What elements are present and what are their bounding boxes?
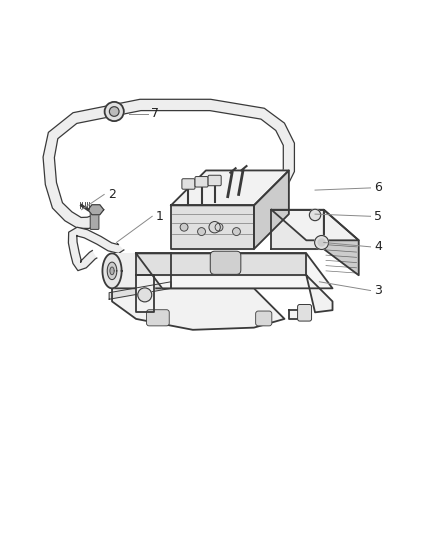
Polygon shape xyxy=(109,282,171,299)
Polygon shape xyxy=(88,205,104,215)
Polygon shape xyxy=(107,262,117,280)
Circle shape xyxy=(105,102,124,121)
FancyBboxPatch shape xyxy=(256,311,272,326)
Text: 4: 4 xyxy=(374,240,382,253)
FancyBboxPatch shape xyxy=(297,304,311,321)
Polygon shape xyxy=(254,171,289,249)
Polygon shape xyxy=(324,210,359,275)
Circle shape xyxy=(110,107,119,116)
FancyBboxPatch shape xyxy=(147,310,169,326)
Polygon shape xyxy=(136,253,306,275)
Text: 5: 5 xyxy=(374,210,382,223)
Circle shape xyxy=(314,236,328,249)
Polygon shape xyxy=(289,310,306,319)
FancyBboxPatch shape xyxy=(195,176,208,187)
Text: 1: 1 xyxy=(155,210,163,223)
Circle shape xyxy=(215,223,223,231)
Circle shape xyxy=(180,223,188,231)
FancyBboxPatch shape xyxy=(208,175,221,185)
Polygon shape xyxy=(110,267,114,274)
Text: 7: 7 xyxy=(151,107,159,120)
Circle shape xyxy=(209,222,220,233)
Circle shape xyxy=(198,228,205,236)
FancyBboxPatch shape xyxy=(182,179,195,189)
Polygon shape xyxy=(102,253,122,288)
Circle shape xyxy=(309,209,321,221)
Polygon shape xyxy=(306,275,332,312)
FancyBboxPatch shape xyxy=(90,212,99,229)
Polygon shape xyxy=(43,99,294,229)
Polygon shape xyxy=(272,210,359,240)
Text: 6: 6 xyxy=(374,181,382,195)
Polygon shape xyxy=(136,253,332,288)
Text: 3: 3 xyxy=(374,284,382,297)
Text: 2: 2 xyxy=(108,188,116,201)
Polygon shape xyxy=(272,210,324,249)
Circle shape xyxy=(233,228,240,236)
Polygon shape xyxy=(68,227,124,271)
Polygon shape xyxy=(112,288,285,330)
Polygon shape xyxy=(136,275,153,312)
Circle shape xyxy=(138,288,152,302)
Polygon shape xyxy=(171,171,289,205)
Polygon shape xyxy=(171,205,254,249)
FancyBboxPatch shape xyxy=(210,251,241,274)
Circle shape xyxy=(318,239,325,246)
Polygon shape xyxy=(112,253,171,288)
